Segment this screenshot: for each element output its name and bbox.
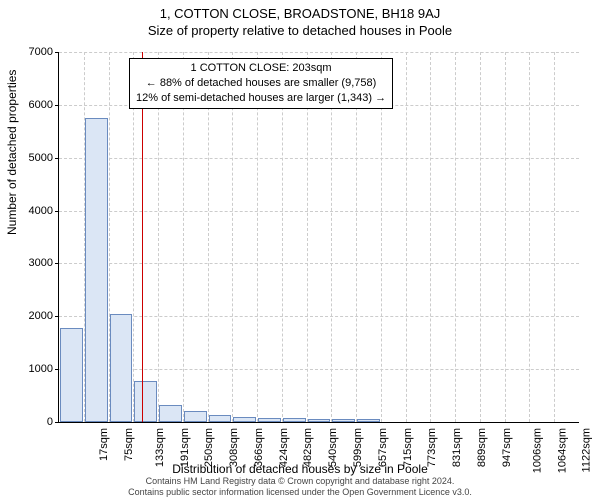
y-tick-label: 3000 [29, 257, 59, 269]
y-tick-label: 4000 [29, 205, 59, 217]
gridline-vertical [554, 52, 555, 422]
gridline-horizontal [59, 211, 579, 212]
bar [134, 381, 157, 422]
bar [110, 314, 133, 422]
y-tick-label: 2000 [29, 310, 59, 322]
gridline-vertical [406, 52, 407, 422]
footer-line2: Contains public sector information licen… [0, 487, 600, 498]
bar [60, 328, 83, 422]
footer-attribution: Contains HM Land Registry data © Crown c… [0, 476, 600, 498]
bar [209, 415, 232, 422]
title-sub: Size of property relative to detached ho… [0, 21, 600, 38]
bar [283, 418, 306, 422]
gridline-vertical [480, 52, 481, 422]
bar [308, 419, 331, 422]
x-axis-label: Distribution of detached houses by size … [0, 462, 600, 476]
bar [233, 417, 256, 422]
gridline-horizontal [59, 263, 579, 264]
bar [357, 419, 380, 422]
annotation-line2: ← 88% of detached houses are smaller (9,… [136, 76, 386, 91]
gridline-vertical [455, 52, 456, 422]
bar [85, 118, 108, 422]
y-tick-label: 6000 [29, 99, 59, 111]
gridline-vertical [505, 52, 506, 422]
gridline-horizontal [59, 52, 579, 53]
chart-plot-area: 1 COTTON CLOSE: 203sqm ← 88% of detached… [58, 52, 579, 423]
annotation-line1: 1 COTTON CLOSE: 203sqm [136, 61, 386, 76]
bar [258, 418, 281, 422]
gridline-vertical [529, 52, 530, 422]
y-tick-label: 0 [47, 416, 59, 428]
gridline-horizontal [59, 369, 579, 370]
y-tick-label: 7000 [29, 46, 59, 58]
y-tick-label: 1000 [29, 363, 59, 375]
chart-container: 1, COTTON CLOSE, BROADSTONE, BH18 9AJ Si… [0, 0, 600, 500]
gridline-horizontal [59, 316, 579, 317]
title-main: 1, COTTON CLOSE, BROADSTONE, BH18 9AJ [0, 0, 600, 21]
bar [184, 411, 207, 422]
annotation-box: 1 COTTON CLOSE: 203sqm ← 88% of detached… [129, 58, 393, 109]
bar [159, 405, 182, 422]
gridline-vertical [430, 52, 431, 422]
x-tick-label: 17sqm [98, 428, 110, 461]
footer-line1: Contains HM Land Registry data © Crown c… [0, 476, 600, 487]
y-tick-label: 5000 [29, 152, 59, 164]
y-axis-label: Number of detached properties [5, 70, 19, 235]
gridline-horizontal [59, 158, 579, 159]
bar [332, 419, 355, 422]
x-tick-label: 75sqm [123, 428, 135, 461]
annotation-line3: 12% of semi-detached houses are larger (… [136, 91, 386, 106]
